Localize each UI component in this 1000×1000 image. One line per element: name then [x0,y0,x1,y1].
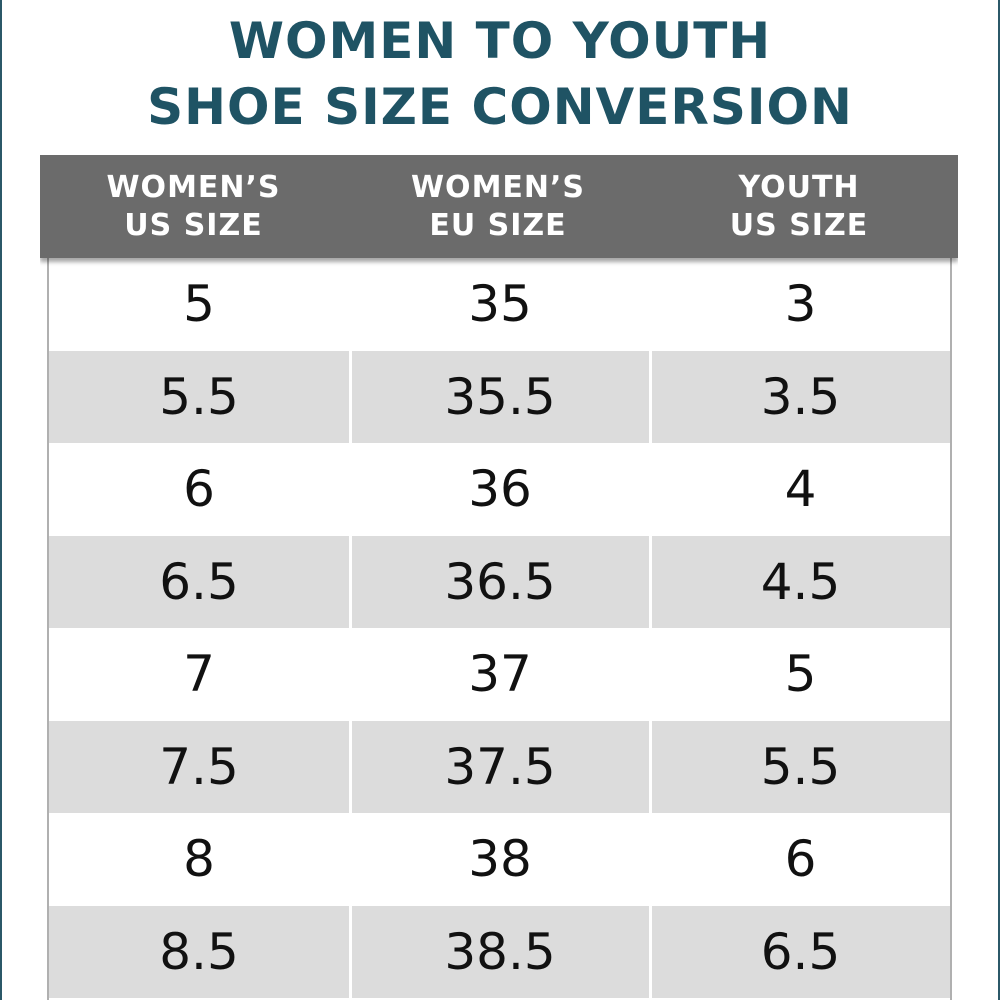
column-header-womens-us: WOMEN’S US SIZE [40,155,347,258]
table-cell: 6.5 [760,923,841,981]
table-cell: 37.5 [444,738,556,796]
table-row: 6.5 36.5 4.5 [49,536,950,628]
table-cell: 8.5 [159,923,239,981]
column-header-womens-eu: WOMEN’S EU SIZE [347,155,649,258]
table-cell: 35.5 [444,368,556,426]
table-cell: 7.5 [159,738,239,796]
table-cell: 3 [784,275,817,333]
table-cell: 35 [468,275,532,333]
table-cell: 36.5 [444,553,556,611]
table-cell: 36 [468,460,532,518]
table-row: 6 36 4 [49,443,950,535]
table-cell: 4.5 [760,553,841,611]
table-cell: 3.5 [760,368,841,426]
table-row: 8.5 38.5 6.5 [49,906,950,998]
title-line-2: SHOE SIZE CONVERSION [147,78,853,136]
table-cell: 5 [183,275,215,333]
column-header-line: WOMEN’S [410,169,586,205]
title-line-1: WOMEN TO YOUTH [228,12,772,70]
table-row: 7 37 5 [49,628,950,720]
column-header-line: US SIZE [124,207,263,243]
table-cell: 4 [784,460,817,518]
size-conversion-table: WOMEN’S US SIZE WOMEN’S EU SIZE YOUTH US… [40,155,958,1000]
table-cell: 37 [468,645,532,703]
table-cell: 5.5 [760,738,841,796]
column-header-line: EU SIZE [429,207,567,243]
column-header-line: WOMEN’S [106,169,281,205]
table-cell: 7 [183,645,215,703]
table-cell: 6 [183,460,215,518]
chart-title: WOMEN TO YOUTH SHOE SIZE CONVERSION [0,8,1000,140]
column-header-youth-us: YOUTH US SIZE [649,155,949,258]
table-header: WOMEN’S US SIZE WOMEN’S EU SIZE YOUTH US… [40,155,958,258]
column-divider [649,258,652,1000]
table-row: 8 38 6 [49,813,950,905]
table-cell: 5.5 [159,368,239,426]
table-cell: 6.5 [159,553,239,611]
table-row: 7.5 37.5 5.5 [49,721,950,813]
table-cell: 38 [468,830,532,888]
column-header-line: YOUTH [738,169,860,205]
table-row: 5.5 35.5 3.5 [49,351,950,443]
column-divider [349,258,352,1000]
table-cell: 8 [183,830,215,888]
table-cell: 5 [784,645,817,703]
table-cell: 6 [784,830,817,888]
table-body: 5 35 3 5.5 35.5 3.5 6 36 4 6.5 36.5 4.5 7 37 5 7.5 37.5 5… [47,258,952,1000]
table-cell: 38.5 [444,923,556,981]
table-row: 5 35 3 [49,258,950,350]
column-header-line: US SIZE [729,207,869,243]
